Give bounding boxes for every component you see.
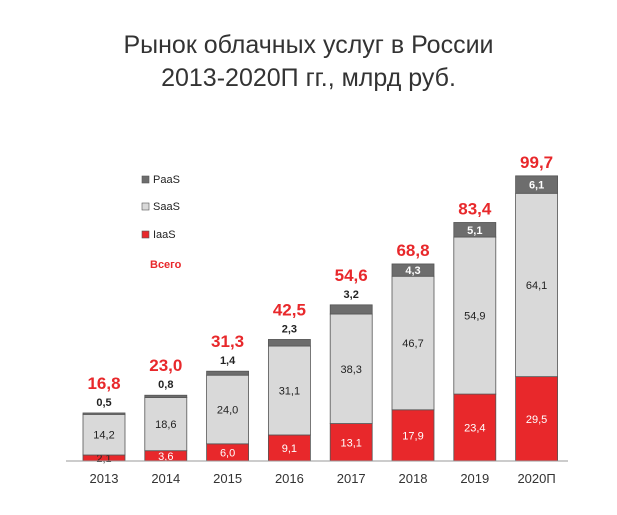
x-tick-label-2015: 2015 bbox=[213, 471, 242, 486]
label-paas-2020П: 6,1 bbox=[529, 180, 544, 192]
label-iaas-2020П: 29,5 bbox=[526, 414, 547, 426]
bar-paas-2017 bbox=[329, 304, 373, 315]
total-label-2016: 42,5 bbox=[273, 300, 306, 319]
bar-paas-2018 bbox=[391, 263, 435, 277]
bar-saas-2019 bbox=[453, 236, 497, 395]
bar-paas-2014 bbox=[144, 394, 188, 398]
label-iaas-2018: 17,9 bbox=[402, 430, 423, 442]
bar-paas-2020П bbox=[515, 175, 558, 194]
bar-iaas-2016 bbox=[267, 434, 311, 462]
bar-saas-2018 bbox=[391, 275, 435, 411]
label-iaas-2014: 3,6 bbox=[158, 451, 173, 463]
total-label-2020П: 99,7 bbox=[520, 153, 553, 172]
bar-iaas-2019 bbox=[453, 393, 497, 462]
label-saas-2020П: 64,1 bbox=[526, 280, 547, 292]
x-tick-label-2019: 2019 bbox=[460, 471, 489, 486]
label-paas-2017: 3,2 bbox=[344, 289, 359, 301]
total-label-2018: 68,8 bbox=[396, 241, 429, 260]
total-label-2017: 54,6 bbox=[335, 266, 368, 285]
label-paas-2019: 5,1 bbox=[467, 225, 482, 237]
bar-iaas-2020П bbox=[515, 376, 558, 462]
label-saas-2017: 38,3 bbox=[340, 364, 361, 376]
bar-saas-2013 bbox=[82, 413, 126, 456]
x-tick-label-2014: 2014 bbox=[151, 471, 180, 486]
label-paas-2014: 0,8 bbox=[158, 379, 173, 391]
bar-saas-2020П bbox=[515, 192, 558, 378]
label-saas-2018: 46,7 bbox=[402, 338, 423, 350]
label-saas-2015: 24,0 bbox=[217, 405, 238, 417]
bar-paas-2015 bbox=[206, 370, 250, 376]
chart-title-line-2: 2013-2020П гг., млрд руб. bbox=[161, 64, 456, 92]
bar-iaas-2017 bbox=[329, 423, 373, 462]
label-saas-2016: 31,1 bbox=[279, 386, 300, 398]
legend-swatch-saas bbox=[141, 202, 150, 211]
bar-paas-2016 bbox=[267, 339, 311, 347]
label-saas-2019: 54,9 bbox=[464, 311, 485, 323]
x-tick-label-2018: 2018 bbox=[399, 471, 428, 486]
label-paas-2016: 2,3 bbox=[282, 323, 297, 335]
bar-saas-2017 bbox=[329, 313, 373, 424]
legend-swatch-paas bbox=[141, 175, 150, 184]
bar-saas-2016 bbox=[267, 345, 311, 436]
label-iaas-2015: 6,0 bbox=[220, 447, 235, 459]
x-tick-label-2013: 2013 bbox=[90, 471, 119, 486]
legend-label-total: Всего bbox=[150, 259, 182, 271]
label-paas-2018: 4,3 bbox=[405, 265, 420, 277]
label-saas-2013: 14,2 bbox=[93, 430, 114, 442]
label-iaas-2019: 23,4 bbox=[464, 423, 485, 435]
label-paas-2015: 1,4 bbox=[220, 355, 236, 367]
bar-saas-2014 bbox=[144, 397, 188, 452]
label-saas-2014: 18,6 bbox=[155, 419, 176, 431]
legend-label-saas: SaaS bbox=[153, 201, 180, 213]
total-label-2015: 31,3 bbox=[211, 332, 244, 351]
total-label-2019: 83,4 bbox=[458, 199, 492, 218]
chart-title-line-1: Рынок облачных услуг в России bbox=[123, 31, 494, 59]
bar-iaas-2018 bbox=[391, 409, 435, 462]
x-tick-label-2017: 2017 bbox=[337, 471, 366, 486]
bar-saas-2015 bbox=[206, 374, 250, 445]
label-iaas-2016: 9,1 bbox=[282, 443, 297, 455]
bar-paas-2013 bbox=[82, 412, 126, 415]
label-iaas-2017: 13,1 bbox=[340, 437, 361, 449]
label-iaas-2013: 2,1 bbox=[96, 453, 111, 465]
legend-label-iaas: IaaS bbox=[153, 229, 176, 241]
x-tick-label-2020П: 2020П bbox=[517, 471, 555, 486]
legend-swatch-iaas bbox=[141, 230, 150, 239]
total-label-2014: 23,0 bbox=[149, 356, 182, 375]
legend-label-paas: PaaS bbox=[153, 174, 180, 186]
label-paas-2013: 0,5 bbox=[96, 397, 111, 409]
total-label-2013: 16,8 bbox=[87, 374, 120, 393]
bar-paas-2019 bbox=[453, 222, 497, 238]
x-tick-label-2016: 2016 bbox=[275, 471, 304, 486]
